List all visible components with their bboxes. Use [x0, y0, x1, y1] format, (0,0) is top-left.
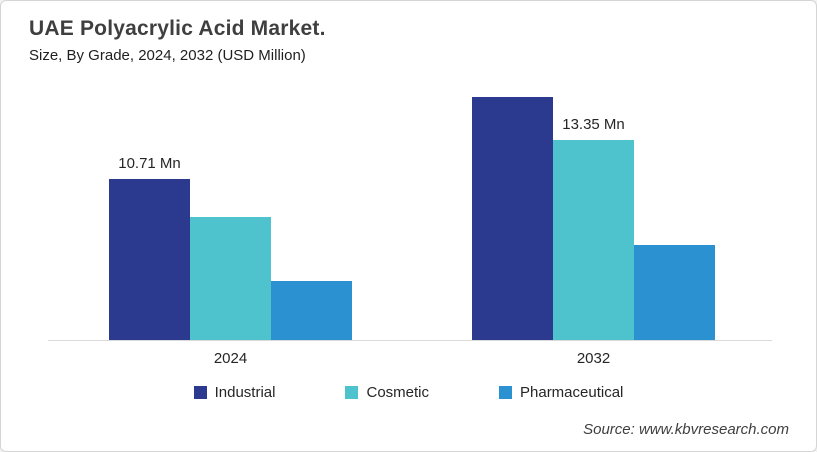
data-label-2032-cosmetic: 13.35 Mn — [562, 116, 625, 133]
chart-subtitle: Size, By Grade, 2024, 2032 (USD Million) — [29, 47, 306, 64]
legend-swatch-pharmaceutical — [499, 386, 512, 399]
legend-item-pharmaceutical: Pharmaceutical — [499, 384, 623, 401]
source-text: Source: www.kbvresearch.com — [583, 421, 789, 438]
bar-2024-pharmaceutical — [271, 281, 352, 340]
legend-item-cosmetic: Cosmetic — [345, 384, 429, 401]
bar-2032-pharmaceutical — [634, 245, 715, 340]
bar-2024-industrial — [109, 179, 190, 340]
chart-title: UAE Polyacrylic Acid Market. — [29, 17, 326, 40]
legend-label-pharmaceutical: Pharmaceutical — [520, 384, 624, 401]
bar-2032-cosmetic — [553, 140, 634, 340]
data-label-2024-industrial: 10.71 Mn — [118, 155, 181, 172]
bar-2032-industrial — [472, 97, 553, 340]
legend-swatch-industrial — [193, 386, 207, 399]
legend-label-industrial: Industrial — [214, 384, 276, 401]
bar-2024-cosmetic — [190, 217, 271, 340]
legend-label-cosmetic: Cosmetic — [366, 384, 429, 401]
plot-area: 10.71 Mn 13.35 Mn — [48, 78, 772, 341]
legend-item-industrial: Industrial — [193, 384, 276, 401]
x-axis-labels: 2024 2032 — [48, 350, 772, 370]
legend: Industrial Cosmetic Pharmaceutical — [1, 384, 816, 401]
legend-swatch-cosmetic — [345, 386, 359, 399]
x-axis-line — [48, 340, 772, 341]
axis-label-2024: 2024 — [213, 350, 248, 367]
axis-label-2032: 2032 — [576, 350, 611, 367]
